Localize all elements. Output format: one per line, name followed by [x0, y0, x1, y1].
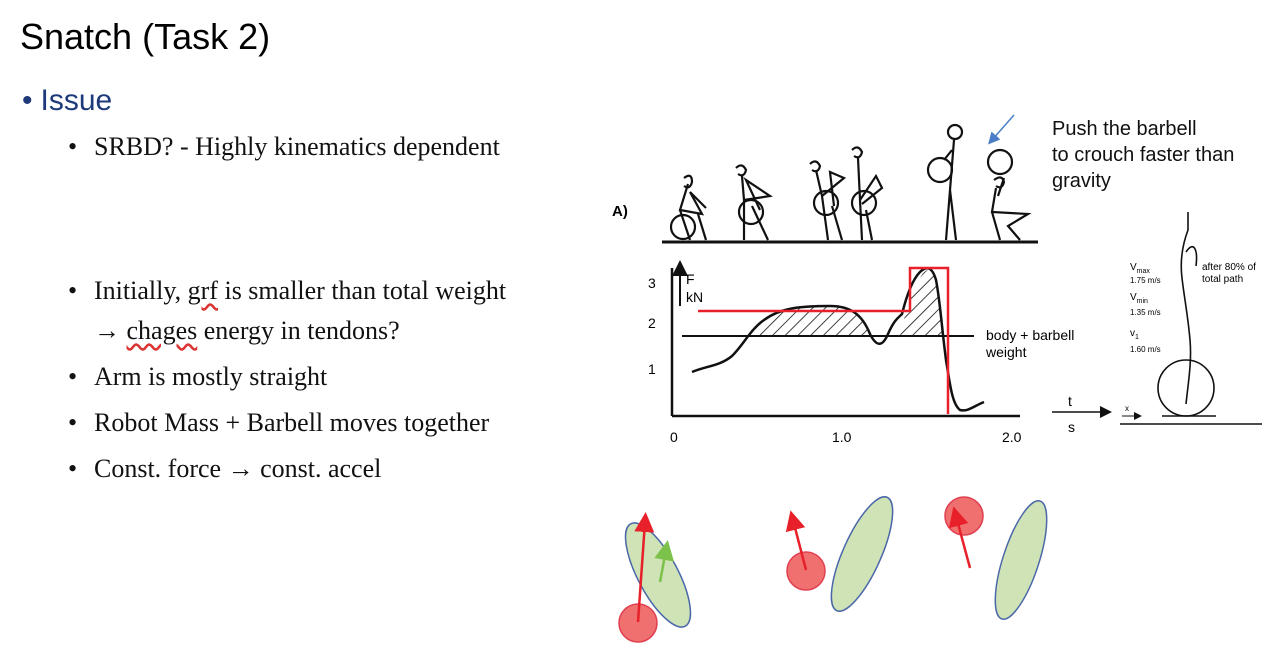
lifter-head-4 — [851, 146, 864, 159]
body-ellipse-3 — [994, 500, 1048, 620]
force-arrow-red-1-icon — [634, 512, 655, 623]
panel-label: A) — [612, 203, 628, 220]
y-tick-1: 1 — [648, 361, 656, 377]
barbell-note-line3: gravity — [1052, 170, 1111, 192]
y-tick-2: 2 — [648, 315, 656, 331]
body-ellipse-2 — [830, 496, 894, 612]
bullet-dot: • — [68, 454, 78, 483]
bullet-grf-underlined: grf — [187, 276, 218, 305]
bullet-arm-text: Arm is mostly straight — [94, 362, 328, 391]
bullet-grf: • Initially, grf is smaller than total we… — [68, 276, 506, 306]
lifter-head-6 — [993, 176, 1006, 189]
bullet-grf-cont-underlined: chages — [126, 316, 198, 345]
weight-label-line1: body + barbell — [986, 327, 1074, 343]
lifter-figure-1 — [669, 174, 708, 241]
pose-diagram-1 — [618, 512, 692, 643]
barbell-plate-4 — [850, 189, 878, 217]
lifter-head-2 — [735, 164, 748, 177]
slide-title: Snatch (Task 2) — [20, 16, 271, 57]
barbell-plate-3 — [812, 189, 840, 217]
push-arrow-icon — [988, 114, 1015, 145]
mass-ball-2 — [786, 551, 826, 591]
bullet-dot: • — [68, 132, 78, 161]
lifter-figure-6 — [986, 148, 1032, 241]
lifter-figure-2 — [735, 164, 773, 241]
bullet-dot: • — [68, 276, 78, 305]
bullet-grf-post: is smaller than total weight — [217, 276, 507, 305]
force-arrow-red-3-icon — [948, 506, 972, 569]
force-curve — [691, 266, 985, 412]
force-unit-label: kN — [686, 289, 703, 305]
vmax-value: 1.75 m/s — [1130, 276, 1161, 285]
weight-label-line2: weight — [985, 344, 1027, 360]
hatched-area-1 — [758, 306, 870, 336]
path-note-line2: total path — [1202, 274, 1243, 285]
path-note-line1: after 80% of — [1202, 262, 1256, 273]
x-tick-1: 1.0 — [832, 429, 852, 445]
hatched-area-2 — [900, 269, 942, 336]
bullet-grf-pre: Initially, — [94, 276, 188, 305]
y-tick-3: 3 — [648, 275, 656, 291]
vmin-value: 1.35 m/s — [1130, 308, 1161, 317]
bullet-arm: • Arm is mostly straight — [68, 362, 327, 392]
force-arrow-red-2-icon — [785, 510, 808, 571]
lifter-figure-5 — [926, 123, 964, 241]
bar-path-diagram — [1120, 212, 1262, 425]
lifter-head-5 — [946, 123, 964, 141]
bar-loop — [1185, 246, 1198, 267]
bullet-const-force: • Const. force → const. accel — [68, 454, 381, 484]
bullet-dot: • — [68, 408, 78, 437]
barbell-note-line2: to crouch faster than — [1052, 144, 1235, 166]
barbell-note: Push the barbell to crouch faster than g… — [1052, 116, 1234, 194]
force-arrow-green-1-icon — [654, 540, 674, 583]
pose-diagram-3 — [944, 496, 1048, 620]
v1-value: 1.60 m/s — [1130, 345, 1161, 354]
bar-trajectory — [1180, 212, 1192, 405]
vmin-symbol: Vmin — [1130, 292, 1148, 305]
issue-heading: • Issue — [22, 84, 112, 118]
time-unit-label: s — [1068, 419, 1075, 435]
bullet-grf-cont-post: energy in tendons? — [197, 316, 400, 345]
barbell-plate-5 — [926, 156, 954, 184]
x-tick-0: 0 — [670, 429, 678, 445]
mass-ball-1 — [618, 603, 658, 643]
pose-diagram-2 — [785, 496, 894, 612]
v1-symbol: v1 — [1130, 328, 1139, 341]
barbell-plate-6 — [986, 148, 1014, 176]
lifter-head-3 — [809, 160, 822, 173]
force-axis-label: F — [686, 271, 695, 287]
bullet-grf-cont-pre: → — [94, 316, 127, 345]
bullet-srbd: • SRBD? - Highly kinematics dependent — [68, 132, 500, 162]
bullet-grf-continuation: → chages energy in tendons? — [94, 316, 400, 346]
bullet-dot: • — [22, 84, 33, 117]
barbell-note-line1: Push the barbell — [1052, 118, 1197, 140]
x-axis-label: x — [1125, 404, 1129, 413]
vmax-symbol: Vmax — [1130, 262, 1150, 275]
mass-ball-3 — [944, 496, 984, 536]
issue-label: Issue — [40, 84, 113, 117]
barbell-plate-1 — [669, 213, 697, 241]
lifter-figure-4 — [850, 146, 884, 241]
lifter-figure-3 — [809, 160, 847, 241]
bullet-robot-mass-text: Robot Mass + Barbell moves together — [94, 408, 490, 437]
barbell-plate-side — [1157, 359, 1215, 417]
const-force-annotation — [698, 266, 950, 414]
time-axis-label: t — [1068, 393, 1072, 409]
bullet-const-force-text: Const. force → const. accel — [94, 454, 382, 483]
x-tick-2: 2.0 — [1002, 429, 1022, 445]
bullet-dot: • — [68, 362, 78, 391]
bullet-srbd-text: SRBD? - Highly kinematics dependent — [94, 132, 500, 161]
bullet-robot-mass: • Robot Mass + Barbell moves together — [68, 408, 489, 438]
